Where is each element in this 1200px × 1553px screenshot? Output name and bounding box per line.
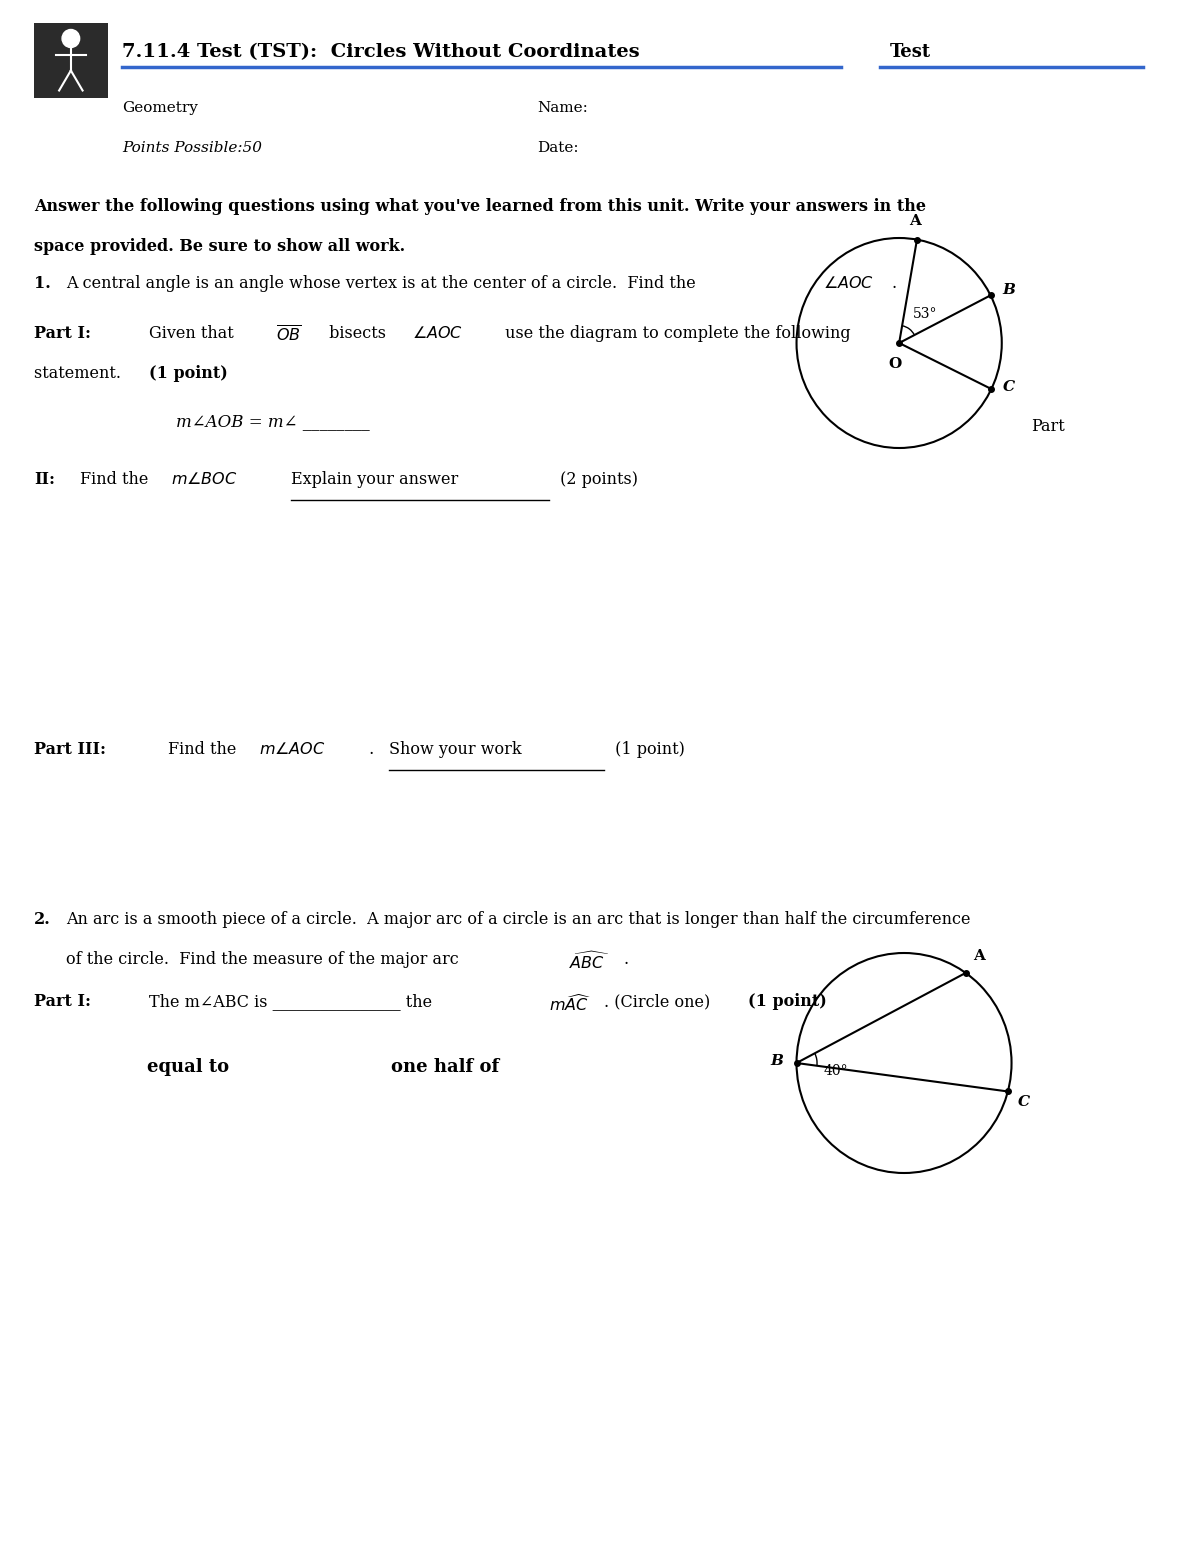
Text: 7.11.4 Test (TST):  Circles Without Coordinates: 7.11.4 Test (TST): Circles Without Coord… xyxy=(122,43,640,61)
Text: $\overline{OB}$: $\overline{OB}$ xyxy=(276,325,301,345)
Text: Given that: Given that xyxy=(149,325,239,342)
Text: Answer the following questions using what you've learned from this unit. Write y: Answer the following questions using wha… xyxy=(35,197,926,214)
Text: Points Possible:50: Points Possible:50 xyxy=(122,141,262,155)
Text: A: A xyxy=(910,214,920,228)
Text: B: B xyxy=(1002,283,1015,297)
Text: $\widehat{ABC}$: $\widehat{ABC}$ xyxy=(569,950,608,972)
Text: Show your work: Show your work xyxy=(389,741,522,758)
Text: Part I:: Part I: xyxy=(35,992,91,1009)
Text: 53°: 53° xyxy=(913,307,937,321)
Text: C: C xyxy=(1018,1095,1030,1109)
Text: A central angle is an angle whose vertex is at the center of a circle.  Find the: A central angle is an angle whose vertex… xyxy=(66,275,701,292)
Text: statement.: statement. xyxy=(35,365,126,382)
Text: Name:: Name: xyxy=(538,101,588,115)
Text: 1.: 1. xyxy=(35,275,50,292)
Text: Test: Test xyxy=(889,43,930,61)
Text: A: A xyxy=(973,949,985,963)
Text: m∠AOB = m∠ ________: m∠AOB = m∠ ________ xyxy=(176,413,370,430)
Text: 2.: 2. xyxy=(35,912,50,929)
Text: (2 points): (2 points) xyxy=(556,471,638,488)
Text: bisects: bisects xyxy=(324,325,391,342)
Text: $m\angle AOC$: $m\angle AOC$ xyxy=(259,741,325,756)
Text: $m\widehat{AC}$: $m\widehat{AC}$ xyxy=(550,992,592,1014)
Text: Explain your answer: Explain your answer xyxy=(292,471,458,488)
Text: .: . xyxy=(624,950,629,968)
Text: $\angle AOC$: $\angle AOC$ xyxy=(413,325,463,342)
Text: An arc is a smooth piece of a circle.  A major arc of a circle is an arc that is: An arc is a smooth piece of a circle. A … xyxy=(66,912,971,929)
Text: 40°: 40° xyxy=(824,1064,848,1078)
Text: Date:: Date: xyxy=(538,141,580,155)
Text: .: . xyxy=(892,275,896,292)
Text: (1 point): (1 point) xyxy=(610,741,685,758)
Text: $\angle AOC$: $\angle AOC$ xyxy=(823,275,874,290)
Text: .: . xyxy=(364,741,384,758)
Text: equal to: equal to xyxy=(146,1058,229,1076)
Text: Geometry: Geometry xyxy=(122,101,198,115)
Text: use the diagram to complete the following: use the diagram to complete the followin… xyxy=(500,325,851,342)
Text: (1 point): (1 point) xyxy=(748,992,827,1009)
Text: O: O xyxy=(889,357,902,371)
Text: Find the: Find the xyxy=(168,741,241,758)
Text: Part III:: Part III: xyxy=(35,741,107,758)
Text: of the circle.  Find the measure of the major arc: of the circle. Find the measure of the m… xyxy=(66,950,464,968)
FancyBboxPatch shape xyxy=(35,23,108,98)
Text: . (Circle one): . (Circle one) xyxy=(604,992,720,1009)
Circle shape xyxy=(62,30,79,48)
Text: B: B xyxy=(770,1054,782,1068)
Text: II:: II: xyxy=(35,471,55,488)
Text: Part: Part xyxy=(1031,418,1064,435)
Text: space provided. Be sure to show all work.: space provided. Be sure to show all work… xyxy=(35,238,406,255)
Text: Part I:: Part I: xyxy=(35,325,91,342)
Text: (1 point): (1 point) xyxy=(149,365,227,382)
Text: The m∠ABC is ________________ the: The m∠ABC is ________________ the xyxy=(149,992,437,1009)
Text: Find the: Find the xyxy=(80,471,154,488)
Text: $m\angle BOC$: $m\angle BOC$ xyxy=(172,471,238,488)
Text: C: C xyxy=(1003,380,1015,394)
Text: one half of: one half of xyxy=(391,1058,499,1076)
